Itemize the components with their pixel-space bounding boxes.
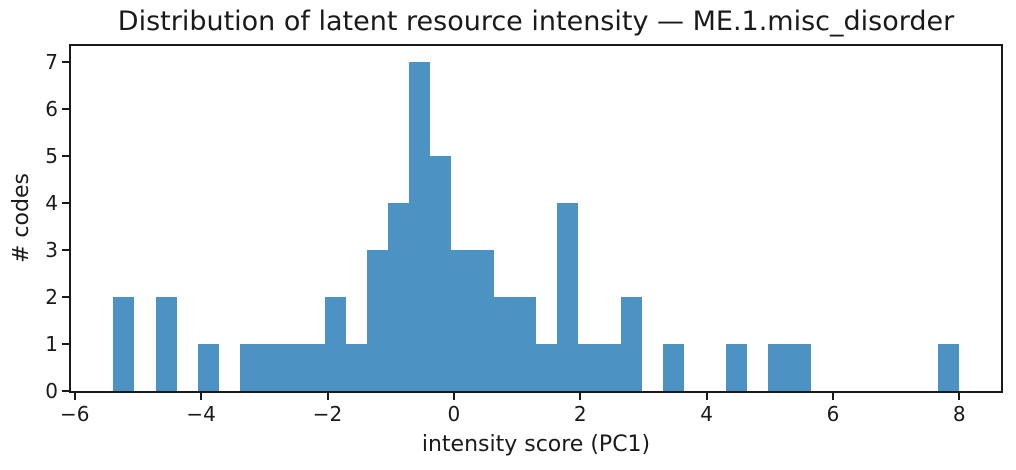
y-tick-label: 3 [45, 238, 58, 263]
y-tick-label: 7 [45, 50, 58, 75]
histogram-bar [620, 297, 642, 391]
histogram-bar [557, 203, 579, 391]
y-tick-mark [62, 296, 69, 299]
x-tick-label: 8 [952, 402, 966, 426]
x-tick-label: 6 [826, 402, 840, 426]
x-tick-label: 4 [700, 402, 713, 426]
x-tick-label: −2 [312, 402, 343, 426]
y-tick-mark [62, 249, 69, 252]
y-tick-mark [62, 61, 69, 64]
x-tick-mark [200, 393, 203, 400]
x-tick-mark [705, 393, 708, 400]
x-tick-mark [958, 393, 961, 400]
histogram-bar [726, 344, 748, 391]
histogram-bar [388, 203, 410, 391]
histogram-bar [789, 344, 811, 391]
x-tick-label: −6 [60, 402, 90, 426]
histogram-bar [937, 344, 959, 391]
histogram-bar [366, 250, 389, 391]
histogram-bar [662, 344, 684, 391]
y-tick-mark [62, 202, 69, 205]
histogram-bar [324, 297, 346, 391]
histogram-bar [430, 156, 452, 391]
histogram-bar [536, 344, 558, 391]
y-tick-label: 1 [45, 332, 58, 357]
histogram-bar [599, 344, 621, 391]
histogram-bar [303, 344, 325, 391]
histogram-bar [197, 344, 219, 391]
histogram-bar [514, 297, 536, 391]
histogram-bar [472, 250, 494, 391]
histogram-bar [578, 344, 600, 391]
y-tick-label: 0 [45, 379, 58, 403]
histogram-bar [240, 344, 262, 391]
x-tick-label: 2 [573, 402, 587, 426]
y-tick-mark [62, 155, 69, 158]
histogram-bar [345, 344, 367, 391]
y-tick-label: 6 [45, 97, 58, 122]
y-tick-mark [62, 343, 69, 346]
y-tick-label: 2 [45, 285, 58, 310]
y-tick-mark [62, 108, 69, 111]
x-tick-mark [452, 393, 455, 400]
histogram-bar [282, 344, 304, 391]
x-tick-label: −4 [186, 402, 216, 426]
y-tick-label: 5 [45, 144, 58, 169]
plot-area [69, 44, 1003, 393]
x-tick-mark [579, 393, 582, 400]
x-tick-mark [73, 393, 76, 400]
y-axis-label: # codes [9, 173, 34, 264]
histogram-bar [113, 297, 135, 391]
histogram-bar [409, 62, 431, 391]
chart-title: Distribution of latent resource intensit… [117, 6, 955, 37]
y-tick-label: 4 [45, 191, 58, 216]
x-tick-mark [326, 393, 329, 400]
y-tick-mark [62, 390, 69, 392]
histogram-bar [451, 250, 473, 391]
histogram-bar [493, 297, 515, 391]
x-axis-label: intensity score (PC1) [421, 432, 651, 457]
histogram-bar [261, 344, 283, 391]
histogram-bar [155, 297, 177, 391]
histogram-bar [768, 344, 790, 391]
x-tick-mark [831, 393, 834, 400]
x-tick-label: 0 [447, 402, 461, 426]
